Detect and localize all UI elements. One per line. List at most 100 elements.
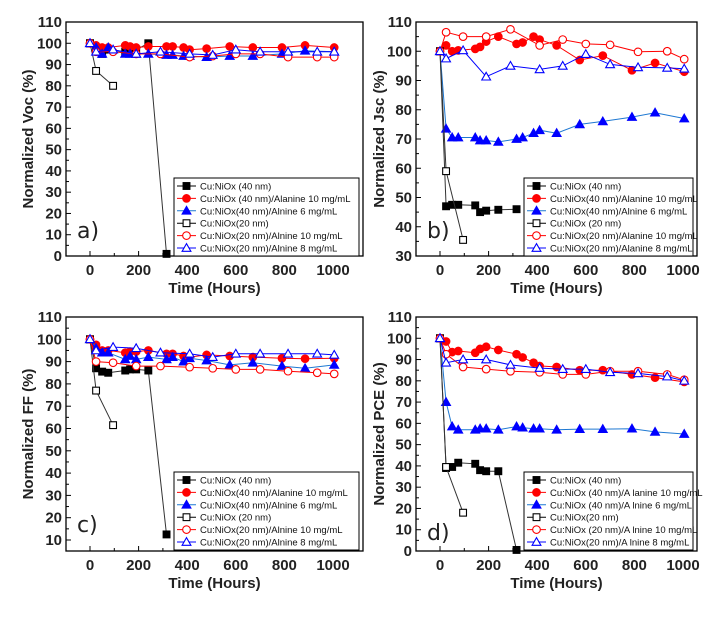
y-tick-label: 0 — [54, 248, 62, 265]
data-point — [202, 44, 211, 53]
legend-item: Cu:NiOx(20 nm)/A lnine 8 mg/mL — [527, 536, 689, 549]
data-point — [130, 342, 142, 353]
data-point — [458, 362, 468, 372]
data-point — [434, 45, 446, 56]
legend-marker — [531, 499, 542, 509]
y-tick-label: 50 — [395, 437, 412, 454]
data-point — [650, 58, 660, 68]
data-point — [597, 115, 609, 126]
y-tick-label: 70 — [45, 99, 62, 116]
x-tick-label: 0 — [86, 557, 94, 574]
legend-item: Cu:NiOx(20 nm)/Alnine 10 mg/mL — [177, 231, 343, 242]
legend-label: Cu:NiOx (40 nm) — [200, 182, 271, 193]
data-point — [480, 71, 492, 81]
data-point — [155, 46, 166, 56]
legend-item: Cu:NiOx (40 nm) — [527, 476, 621, 487]
data-point — [512, 205, 521, 214]
data-point — [254, 46, 266, 56]
legend-label: Cu:NiOx (40 nm) — [550, 182, 621, 193]
legend-label: Cu:NiOx(20 nm)/Alnine 8 mg/mL — [200, 538, 337, 549]
series-line — [439, 338, 517, 551]
y-tick-label: 100 — [37, 35, 62, 52]
legend-item: Cu:NiOx(40 nm)/Alanine 10 mg/mL — [527, 194, 698, 205]
data-point — [480, 354, 492, 364]
data-point — [482, 467, 491, 476]
data-point — [184, 48, 195, 58]
data-point — [254, 348, 266, 358]
data-point — [534, 63, 545, 74]
y-tick-label: 80 — [395, 102, 412, 119]
data-point — [299, 362, 311, 373]
legend-label: Cu:NiOx(20 nm)/Alnine 8 mg/mL — [200, 244, 337, 255]
panel-label: c) — [77, 513, 98, 538]
legend: Cu:NiOx (40 nm)Cu:NiOx(40 nm)/Alanine 10… — [523, 177, 698, 257]
y-tick-label: 80 — [45, 78, 62, 95]
legend-marker — [532, 513, 541, 522]
data-point — [454, 200, 463, 209]
data-point — [459, 508, 468, 517]
y-tick-label: 70 — [45, 398, 62, 415]
x-axis-title: Time (Hours) — [510, 575, 602, 592]
legend-marker — [181, 499, 192, 509]
x-tick-label: 400 — [175, 557, 200, 574]
y-tick-label: 110 — [388, 309, 412, 326]
y-tick-label: 50 — [45, 443, 62, 460]
data-point — [184, 348, 195, 358]
data-point — [207, 351, 219, 361]
y-axis-title: Normalized PCE (%) — [371, 362, 388, 505]
y-tick-label: 50 — [45, 142, 62, 159]
x-axis: 0 200 400 600 800 1000 — [436, 251, 700, 279]
legend-label: Cu:NiOx (20 nm) — [200, 513, 271, 524]
legend-marker — [532, 231, 541, 240]
legend: Cu:NiOx (40 nm)Cu:NiOx(40 nm)/Alanine 10… — [173, 471, 360, 551]
data-point — [92, 66, 101, 75]
data-point — [506, 24, 515, 34]
data-point — [442, 167, 451, 176]
data-point — [632, 61, 644, 72]
data-point — [480, 134, 492, 145]
data-point — [453, 346, 463, 356]
x-tick-label: 600 — [573, 557, 598, 574]
series-5 — [84, 37, 340, 59]
legend-label: Cu:NiOx(20 nm)/Alanine 8 mg/mL — [550, 244, 693, 255]
data-point — [84, 37, 96, 48]
x-tick-label: 800 — [272, 557, 297, 574]
data-point — [558, 35, 568, 44]
x-tick-label: 600 — [223, 557, 248, 574]
data-point — [184, 352, 195, 363]
data-point — [471, 459, 480, 468]
data-point — [130, 48, 142, 58]
data-point — [581, 39, 591, 49]
legend-label: Cu:NiOx(40 nm)/Alanine 10 mg/mL — [550, 194, 698, 205]
data-point — [207, 49, 219, 59]
data-point — [102, 347, 114, 357]
legend-marker — [532, 525, 541, 534]
data-point — [678, 428, 690, 438]
legend: Cu:NiOx (40 nm)Cu:NiOx (40 nm)/A lanine … — [523, 471, 703, 551]
series-5 — [434, 44, 690, 81]
y-tick-label: 30 — [395, 479, 412, 496]
data-point — [124, 350, 136, 360]
y-tick-label: 30 — [45, 487, 62, 504]
data-point — [580, 48, 592, 59]
data-point — [255, 365, 265, 374]
data-point — [469, 132, 481, 142]
data-point — [661, 62, 673, 72]
data-point — [109, 81, 118, 90]
data-point — [458, 32, 468, 41]
panel-label: d) — [427, 521, 450, 546]
legend-item: Cu:NiOx(40 nm)/Alanine 10 mg/mL — [177, 488, 348, 499]
data-point — [452, 424, 464, 434]
data-point — [282, 46, 294, 56]
series-3 — [436, 47, 468, 244]
y-tick-label: 30 — [45, 184, 62, 201]
y-tick-label: 60 — [395, 415, 412, 432]
legend-label: Cu:NiOx(40 nm)/Alanine 10 mg/mL — [200, 488, 348, 499]
data-point — [328, 349, 340, 359]
legend-item: Cu:NiOx(20 nm)/Alanine 10 mg/mL — [527, 231, 698, 242]
data-point — [459, 235, 468, 244]
data-point — [518, 353, 527, 362]
legend-marker — [182, 488, 191, 497]
data-point — [329, 369, 339, 379]
y-tick-label: 40 — [45, 163, 62, 180]
